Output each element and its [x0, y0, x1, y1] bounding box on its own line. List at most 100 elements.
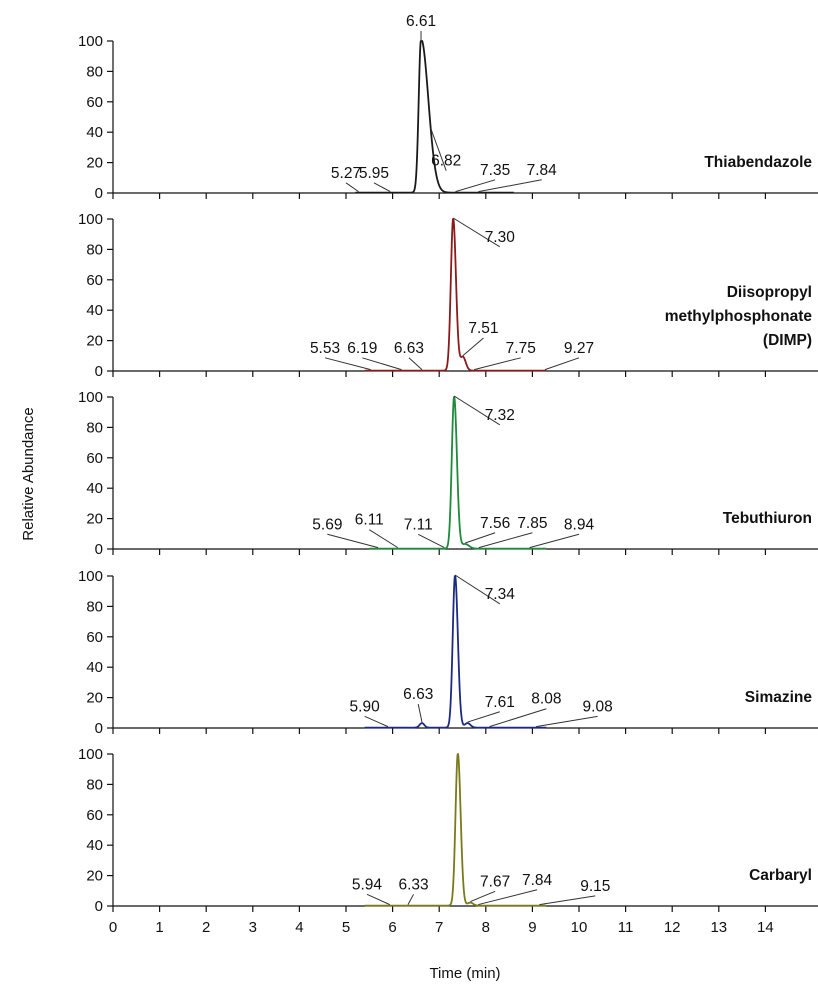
- y-tick-label: 20: [86, 155, 103, 172]
- peak-label: 5.69: [312, 516, 342, 533]
- y-tick-label: 80: [86, 598, 103, 615]
- peak-label: 7.75: [506, 340, 536, 357]
- x-tick-label: 6: [388, 919, 396, 936]
- peak-connector: [373, 182, 391, 193]
- y-tick-label: 100: [78, 33, 103, 50]
- x-tick-label: 4: [295, 919, 303, 936]
- x-tick-label: 12: [664, 919, 681, 936]
- peak-connector: [536, 715, 598, 728]
- y-tick-label: 20: [86, 868, 103, 885]
- y-tick-label: 0: [95, 541, 103, 558]
- y-tick-label: 20: [86, 333, 103, 350]
- peak-label: 7.11: [404, 516, 433, 533]
- peak-connector: [454, 574, 501, 605]
- y-tick-label: 0: [95, 363, 103, 380]
- x-tick-label: 5: [342, 919, 350, 936]
- peak-connector: [407, 894, 415, 905]
- x-tick-label: 8: [482, 919, 490, 936]
- compound-name: Tebuthiuron: [723, 510, 812, 527]
- compound-name: methylphosphonate: [665, 308, 813, 325]
- y-tick-label: 40: [86, 302, 103, 319]
- panel-2: 0 20 40 60 80 100 7.30 5.53 6.19 6.63 7.51 7.75 9.27…: [78, 211, 818, 380]
- peak-connector: [324, 357, 371, 371]
- peak-label: 7.61: [485, 694, 515, 711]
- y-tick-label: 100: [78, 568, 103, 585]
- peak-connector: [362, 357, 402, 371]
- peak-connector: [452, 217, 501, 248]
- y-axis-title: Relative Abundance: [20, 407, 37, 540]
- compound-name: Carbaryl: [749, 867, 812, 884]
- peak-label: 7.67: [480, 873, 510, 890]
- peak-label: 7.84: [527, 162, 558, 179]
- peak-label: 5.90: [350, 698, 381, 715]
- y-tick-label: 80: [86, 776, 103, 793]
- compound-name: Simazine: [745, 689, 813, 706]
- y-tick-label: 0: [95, 185, 103, 202]
- y-tick-label: 100: [78, 746, 103, 763]
- peak-label: 5.95: [359, 165, 389, 182]
- panel-1: 0 20 40 60 80 100 6.61 5.275.95 6.82 7.35 7.84 Thia…: [78, 13, 818, 202]
- peak-connector: [470, 890, 496, 903]
- peak-connector: [467, 711, 500, 723]
- peak-label: 6.19: [347, 340, 377, 357]
- x-tick-label: 3: [249, 919, 257, 936]
- y-tick-label: 60: [86, 807, 103, 824]
- x-axis-title: Time (min): [429, 965, 500, 982]
- peak-connector: [430, 128, 447, 171]
- y-tick-label: 80: [86, 63, 103, 80]
- y-tick-label: 60: [86, 450, 103, 467]
- peak-connector: [474, 357, 521, 371]
- panel-3: 0 20 40 60 80 100 7.32 5.69 6.11 7.11 7.56 7.85 8.94…: [78, 389, 818, 558]
- peak-label: 7.84: [522, 872, 553, 889]
- panel-4: 0 20 40 60 80 100 7.34 5.90 6.63 7.61 8.08 9.08 Sima…: [78, 568, 818, 737]
- y-tick-label: 40: [86, 837, 103, 854]
- peak-label: 6.82: [431, 153, 461, 170]
- x-tick-label: 10: [571, 919, 588, 936]
- series-line: [363, 753, 548, 907]
- peak-connector: [369, 529, 398, 549]
- peak-connector: [408, 357, 423, 370]
- peak-label: 7.30: [485, 229, 516, 246]
- peak-connector: [539, 895, 596, 906]
- y-tick-label: 100: [78, 211, 103, 228]
- peak-label: 5.94: [352, 876, 383, 893]
- peak-connector: [366, 893, 391, 906]
- peak-label: 5.27: [331, 165, 361, 182]
- peak-label: 9.27: [564, 340, 594, 357]
- peak-connector: [364, 715, 389, 728]
- series-line: [354, 40, 515, 194]
- peak-connector: [478, 889, 538, 906]
- x-tick-label: 14: [757, 919, 774, 936]
- peak-label: 7.51: [468, 320, 498, 337]
- x-tick-label: 11: [618, 919, 634, 936]
- peak-connector: [453, 395, 501, 426]
- y-tick-label: 40: [86, 124, 103, 141]
- peak-connector: [455, 179, 496, 193]
- peak-connector: [327, 533, 379, 549]
- peak-label: 9.08: [583, 698, 613, 715]
- peak-connector: [417, 704, 423, 723]
- x-tick-label: 2: [202, 919, 210, 936]
- y-tick-label: 80: [86, 241, 103, 258]
- y-tick-label: 20: [86, 690, 103, 707]
- compound-name: Thiabendazole: [704, 154, 812, 171]
- compound-name: (DIMP): [763, 332, 812, 349]
- y-tick-label: 60: [86, 272, 103, 289]
- y-tick-label: 0: [95, 720, 103, 737]
- x-tick-label: 7: [435, 919, 443, 936]
- y-tick-label: 100: [78, 389, 103, 406]
- peak-label: 7.56: [480, 515, 510, 532]
- peak-label: 6.33: [398, 876, 428, 893]
- x-tick-label: 0: [109, 919, 117, 936]
- x-tick-label: 9: [528, 919, 536, 936]
- peak-connector: [462, 337, 484, 356]
- series-line: [363, 218, 548, 372]
- series-line: [363, 575, 548, 729]
- y-tick-label: 40: [86, 480, 103, 497]
- peak-connector: [418, 533, 445, 549]
- peak-connector: [489, 708, 547, 728]
- peak-connector: [345, 182, 359, 193]
- y-tick-label: 40: [86, 659, 103, 676]
